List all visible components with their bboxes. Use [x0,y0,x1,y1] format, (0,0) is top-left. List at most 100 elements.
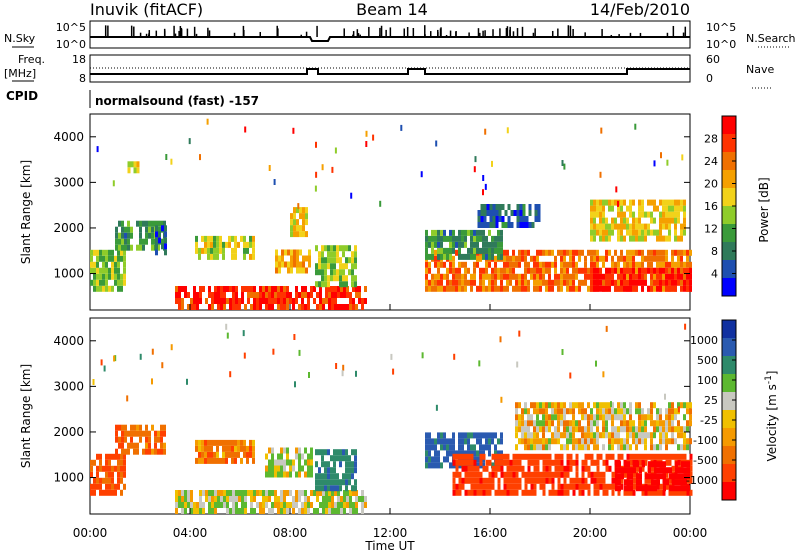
colorbar-tick-label: -25 [700,414,718,427]
range-time-cell [668,235,671,242]
range-time-cell [596,223,599,230]
range-time-cell [307,459,310,466]
range-time-cell [665,279,668,286]
range-time-cell [668,261,671,268]
range-time-cell [524,255,527,262]
range-time-cell [223,292,226,298]
range-time-cell [244,286,247,292]
range-time-cell [620,426,623,433]
range-time-cell [473,267,476,274]
range-time-cell [602,432,605,439]
range-time-cell [611,483,615,490]
range-time-cell [653,444,656,451]
range-time-cell [298,304,301,310]
range-time-cell [461,273,464,280]
range-time-cell [253,490,256,496]
range-time-cell [608,483,612,490]
range-time-cell [340,304,343,310]
range-time-cell [114,279,117,286]
range-time-cell [127,430,130,437]
range-time-cell [452,285,455,292]
range-time-cell [148,232,151,239]
range-time-cell [638,459,642,466]
range-time-cell [602,426,605,433]
range-time-cell [364,286,367,292]
range-time-cell [458,483,462,490]
colorbar-swatch [722,392,736,411]
range-time-cell [578,477,582,484]
range-time-cell [142,430,145,437]
range-time-cell [656,235,659,242]
colorbar-swatch [722,224,736,243]
range-time-cell [671,267,674,274]
colorbar-tick-label: -100 [693,434,718,447]
range-time-cell [656,426,659,433]
range-time-cell [500,267,503,274]
range-time-cell [626,444,629,451]
range-time-cell [358,292,361,298]
range-time-cell [259,298,262,304]
range-time-cell [262,292,265,298]
range-time-cell [527,426,530,433]
range-time-cell [259,304,262,310]
range-time-cell [566,267,569,274]
range-time-cell [354,479,357,486]
range-time-cell [336,275,339,282]
range-time-cell [219,247,222,254]
range-time-cell [301,502,304,508]
range-time-cell [510,210,514,216]
range-time-cell [467,471,471,478]
range-time-cell [590,414,593,421]
range-time-cell [225,445,228,452]
range-time-cell [127,442,130,449]
range-time-cell [117,255,120,262]
range-time-cell [120,489,123,496]
sparse-echo [634,123,637,130]
range-time-cell [208,286,211,292]
range-time-cell [563,255,566,262]
range-time-cell [671,426,674,433]
range-time-cell [443,456,446,463]
range-time-cell [202,286,205,292]
range-time-cell [262,508,265,514]
range-time-cell [322,490,325,496]
range-time-cell [210,235,213,242]
range-time-cell [293,213,296,220]
range-time-cell [509,273,512,280]
range-time-cell [428,438,431,445]
range-time-cell [443,444,446,451]
range-time-cell [458,235,461,242]
range-time-cell [479,489,483,496]
range-time-cell [500,438,503,445]
range-time-cell [325,298,328,304]
range-time-cell [530,444,533,451]
range-time-cell [121,448,124,455]
range-time-cell [626,453,630,460]
range-time-cell [458,285,461,292]
time-axis-label: Time UT [364,539,415,553]
range-time-cell [614,223,617,230]
range-time-cell [252,241,255,248]
nave-tick-bottom: 0 [706,72,713,85]
range-time-cell [623,414,626,421]
range-time-cell [259,490,262,496]
range-time-cell [518,453,522,460]
range-time-cell [563,483,567,490]
range-time-cell [572,444,575,451]
range-time-cell [632,229,635,236]
range-time-cell [678,479,681,486]
range-time-cell [590,205,593,212]
range-time-cell [650,414,653,421]
range-time-cell [452,261,455,268]
range-time-cell [632,267,635,274]
range-time-cell [434,279,437,286]
range-time-cell [509,255,512,262]
range-time-cell [193,298,196,304]
sparse-echo [681,154,684,161]
range-time-cell [521,273,524,280]
range-time-cell [515,453,519,460]
range-time-cell [470,450,473,457]
range-time-cell [280,465,283,472]
range-time-cell [590,426,593,433]
range-time-cell [671,489,675,496]
